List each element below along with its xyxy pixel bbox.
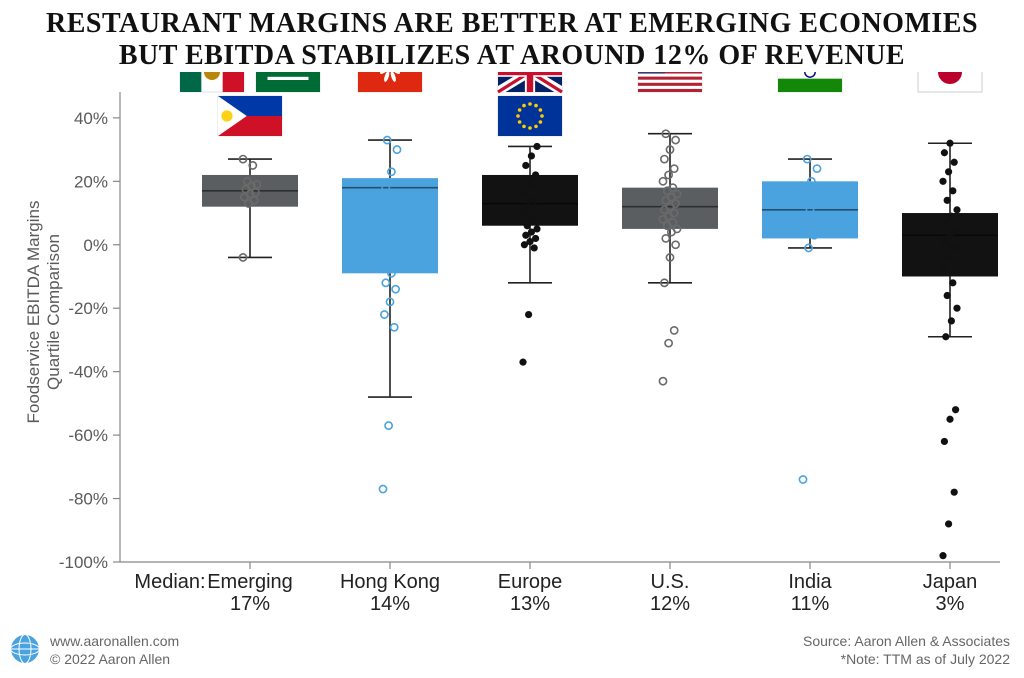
x-tick-label: India bbox=[788, 571, 832, 593]
usa-flag-icon bbox=[638, 72, 702, 92]
y-tick-label: -80% bbox=[68, 490, 108, 509]
eu-flag-icon bbox=[498, 96, 562, 136]
x-median-label: 13% bbox=[510, 593, 550, 615]
y-tick-label: 0% bbox=[83, 236, 108, 255]
median-axis-label: Median: bbox=[134, 571, 205, 593]
chart-title: RESTAURANT MARGINS ARE BETTER AT EMERGIN… bbox=[0, 0, 1024, 72]
globe-icon bbox=[8, 632, 42, 666]
footer-right: Source: Aaron Allen & Associates *Note: … bbox=[803, 633, 1010, 668]
chart-title-line1: RESTAURANT MARGINS ARE BETTER AT EMERGIN… bbox=[0, 8, 1024, 40]
footer-left: www.aaronallen.com © 2022 Aaron Allen bbox=[50, 633, 179, 668]
y-tick-label: 20% bbox=[74, 173, 108, 192]
y-axis-label: Foodservice EBITDA Margins Quartile Comp… bbox=[24, 162, 65, 462]
x-tick-label: Europe bbox=[498, 571, 563, 593]
y-tick-label: -100% bbox=[59, 553, 108, 572]
hongkong-flag-icon bbox=[358, 72, 422, 92]
x-median-label: 14% bbox=[370, 593, 410, 615]
uk-flag-icon bbox=[498, 72, 562, 92]
x-median-label: 12% bbox=[650, 593, 690, 615]
x-median-label: 3% bbox=[936, 593, 965, 615]
x-tick-label: Emerging bbox=[207, 571, 293, 593]
boxplot-svg: -100% -80% -60% -40% -20% 0% 20% 40% Emerging17%… bbox=[0, 72, 1024, 632]
y-tick-label: 40% bbox=[74, 109, 108, 128]
footer-note: *Note: TTM as of July 2022 bbox=[803, 651, 1010, 669]
footer-copyright: © 2022 Aaron Allen bbox=[50, 651, 179, 669]
mexico-flag-icon bbox=[180, 72, 244, 92]
india-flag-icon bbox=[778, 72, 842, 92]
y-tick-label: -60% bbox=[68, 426, 108, 445]
footer-source: Source: Aaron Allen & Associates bbox=[803, 633, 1010, 651]
chart-title-line2: BUT EBITDA STABILIZES AT AROUND 12% OF R… bbox=[0, 40, 1024, 72]
x-tick-label: U.S. bbox=[651, 571, 690, 593]
japan-flag-icon bbox=[918, 72, 982, 92]
footer-url: www.aaronallen.com bbox=[50, 633, 179, 651]
x-tick-label: Japan bbox=[923, 571, 978, 593]
x-median-label: 11% bbox=[791, 593, 830, 615]
y-axis-label-line1: Foodservice EBITDA Margins bbox=[24, 162, 44, 462]
box-japan bbox=[902, 213, 998, 276]
saudi-flag-icon bbox=[256, 72, 320, 92]
philippines-flag-icon bbox=[218, 96, 282, 136]
x-median-label: 17% bbox=[230, 593, 270, 615]
x-tick-label: Hong Kong bbox=[340, 571, 440, 593]
chart-area: Foodservice EBITDA Margins Quartile Comp… bbox=[0, 72, 1024, 632]
y-tick-label: -40% bbox=[68, 363, 108, 382]
footer: www.aaronallen.com © 2022 Aaron Allen So… bbox=[0, 632, 1024, 672]
y-axis-label-line2: Quartile Comparison bbox=[44, 162, 64, 462]
box-hongkong bbox=[342, 179, 438, 274]
y-tick-label: -20% bbox=[68, 300, 108, 319]
